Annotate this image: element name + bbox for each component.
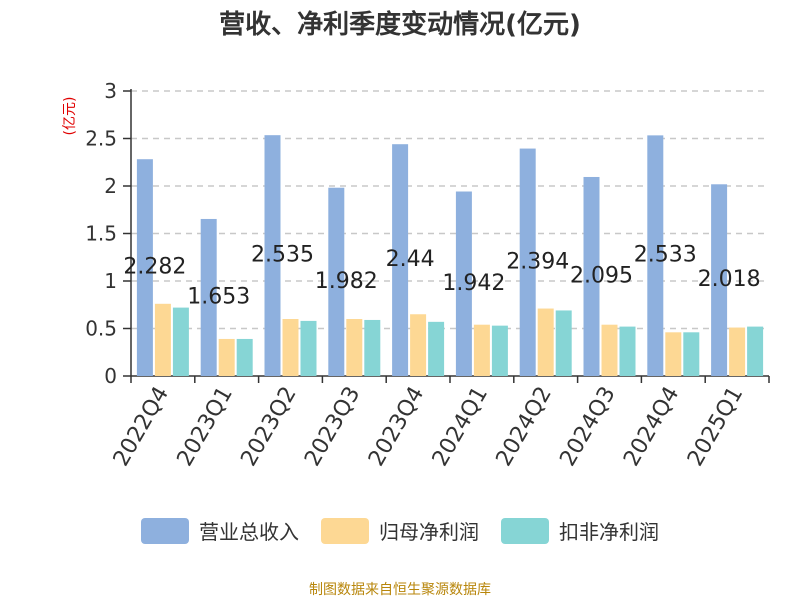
x-tick-label: 2024Q1	[428, 383, 493, 471]
legend-swatch	[141, 517, 189, 544]
data-label: 2.095	[570, 263, 633, 288]
y-tick-label: 2.5	[85, 127, 117, 151]
chart-title: 营收、净利季度变动情况(亿元)	[219, 10, 581, 40]
bar-revenue	[711, 184, 728, 376]
bar-deducted-net-profit	[747, 326, 764, 376]
bar-revenue	[647, 135, 664, 376]
x-tick-label: 2023Q2	[236, 383, 301, 471]
legend-swatch	[321, 517, 369, 544]
bar-revenue	[583, 176, 600, 376]
y-axis-label: (亿元)	[62, 97, 78, 136]
data-label: 2.394	[506, 249, 569, 274]
y-tick-label: 0	[104, 364, 117, 388]
bar-revenue	[519, 148, 536, 376]
bar-revenue	[200, 218, 217, 376]
bar-net-profit	[346, 319, 363, 376]
legend-item[interactable]: 归母净利润	[321, 516, 479, 545]
bar-deducted-net-profit	[491, 325, 508, 376]
bar-deducted-net-profit	[300, 320, 317, 376]
data-label: 1.942	[442, 271, 505, 296]
bar-deducted-net-profit	[683, 332, 700, 376]
bar-deducted-net-profit	[428, 321, 445, 376]
bar-net-profit	[601, 324, 618, 376]
bar-net-profit	[665, 332, 682, 376]
y-tick-label: 1	[104, 269, 117, 293]
bar-revenue	[455, 191, 472, 376]
bar-net-profit	[218, 338, 235, 376]
bar-deducted-net-profit	[555, 310, 572, 376]
legend-label: 扣非净利润	[559, 520, 659, 544]
chart-legend: 营业总收入 归母净利润 扣非净利润	[0, 516, 800, 545]
bar-revenue	[392, 144, 409, 376]
data-label: 1.653	[187, 284, 250, 309]
legend-swatch	[501, 517, 549, 544]
bar-revenue	[264, 135, 281, 376]
data-label: 2.44	[386, 247, 435, 272]
bar-deducted-net-profit	[236, 338, 253, 376]
x-tick-label: 2024Q2	[492, 383, 557, 471]
y-tick-label: 0.5	[85, 317, 117, 341]
bar-revenue	[136, 159, 153, 376]
y-tick-label: 1.5	[85, 222, 117, 246]
x-tick-label: 2023Q3	[300, 383, 365, 471]
y-tick-label: 3	[104, 79, 117, 103]
bar-net-profit	[537, 308, 554, 376]
x-tick-label: 2023Q4	[364, 383, 429, 471]
bar-net-profit	[729, 327, 746, 376]
bar-revenue	[328, 187, 345, 376]
x-tick-label: 2025Q1	[683, 383, 748, 471]
bar-net-profit	[473, 324, 490, 376]
data-label: 2.282	[123, 255, 186, 280]
bar-deducted-net-profit	[364, 319, 381, 376]
bar-net-profit	[410, 314, 427, 376]
data-label: 2.535	[251, 243, 314, 268]
legend-item[interactable]: 营业总收入	[141, 516, 299, 545]
x-tick-label: 2024Q4	[619, 383, 684, 471]
x-tick-label: 2022Q4	[109, 383, 174, 471]
bar-net-profit	[282, 319, 299, 376]
legend-item[interactable]: 扣非净利润	[501, 516, 659, 545]
y-tick-label: 2	[104, 174, 117, 198]
bar-deducted-net-profit	[172, 307, 189, 376]
legend-label: 归母净利润	[379, 520, 479, 544]
bar-deducted-net-profit	[619, 326, 636, 376]
x-tick-label: 2024Q3	[555, 383, 620, 471]
data-label: 1.982	[315, 269, 378, 294]
x-tick-label: 2023Q1	[173, 383, 238, 471]
bar-net-profit	[154, 303, 171, 376]
legend-label: 营业总收入	[199, 520, 299, 544]
data-label: 2.018	[698, 267, 761, 292]
data-source-note: 制图数据来自恒生聚源数据库	[309, 582, 491, 598]
data-label: 2.533	[634, 243, 697, 268]
